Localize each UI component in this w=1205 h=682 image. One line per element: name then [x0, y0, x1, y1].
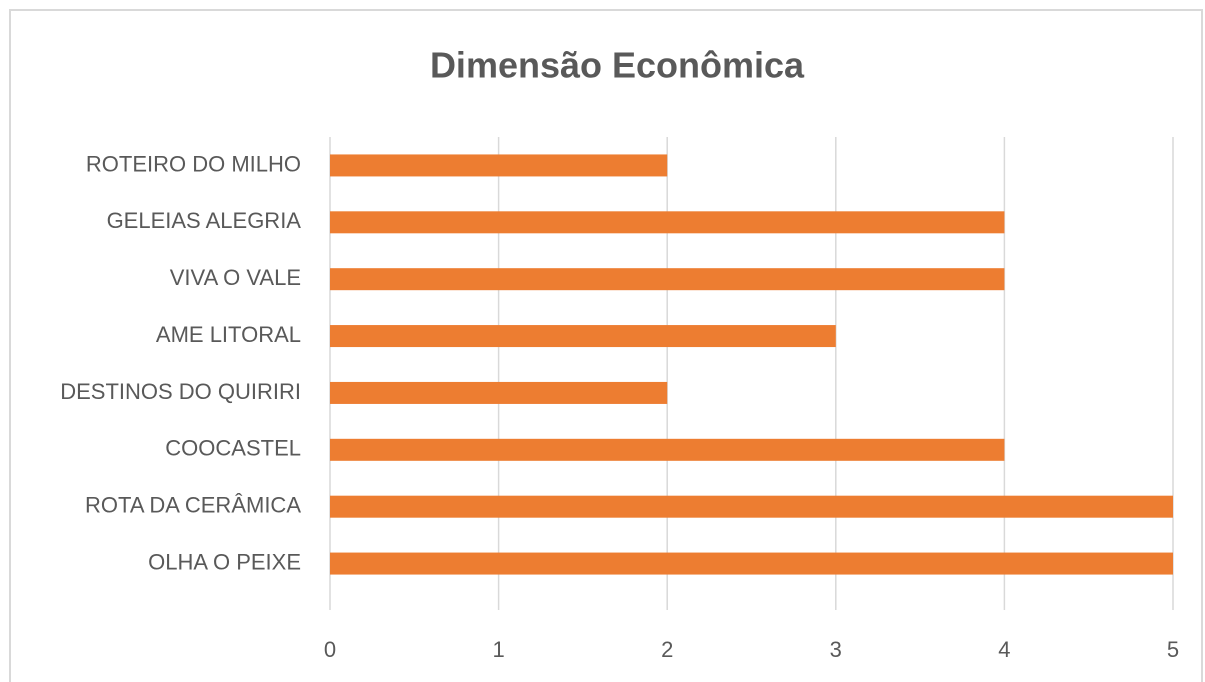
- x-tick-label: 3: [830, 637, 842, 662]
- bar: [330, 552, 1173, 575]
- x-tick-label: 5: [1167, 637, 1179, 662]
- y-tick-label: GELEIAS ALEGRIA: [107, 208, 302, 233]
- chart-title: Dimensão Econômica: [430, 45, 805, 86]
- x-tick-label: 1: [492, 637, 504, 662]
- bar: [330, 211, 1005, 234]
- bar: [330, 438, 1005, 461]
- x-tick-label: 4: [998, 637, 1010, 662]
- bar: [330, 381, 668, 404]
- y-tick-label: COOCASTEL: [165, 436, 301, 461]
- x-tick-label: 2: [661, 637, 673, 662]
- y-tick-label: OLHA O PEIXE: [148, 549, 301, 574]
- bar: [330, 268, 1005, 291]
- x-tick-label: 0: [324, 637, 336, 662]
- bar: [330, 325, 836, 348]
- y-tick-label: ROTA DA CERÂMICA: [85, 493, 301, 518]
- bar: [330, 495, 1173, 518]
- y-tick-label: AME LITORAL: [156, 322, 301, 347]
- bar: [330, 154, 668, 177]
- y-tick-label: ROTEIRO DO MILHO: [86, 151, 301, 176]
- y-tick-label: DESTINOS DO QUIRIRI: [60, 379, 301, 404]
- y-tick-label: VIVA O VALE: [170, 265, 301, 290]
